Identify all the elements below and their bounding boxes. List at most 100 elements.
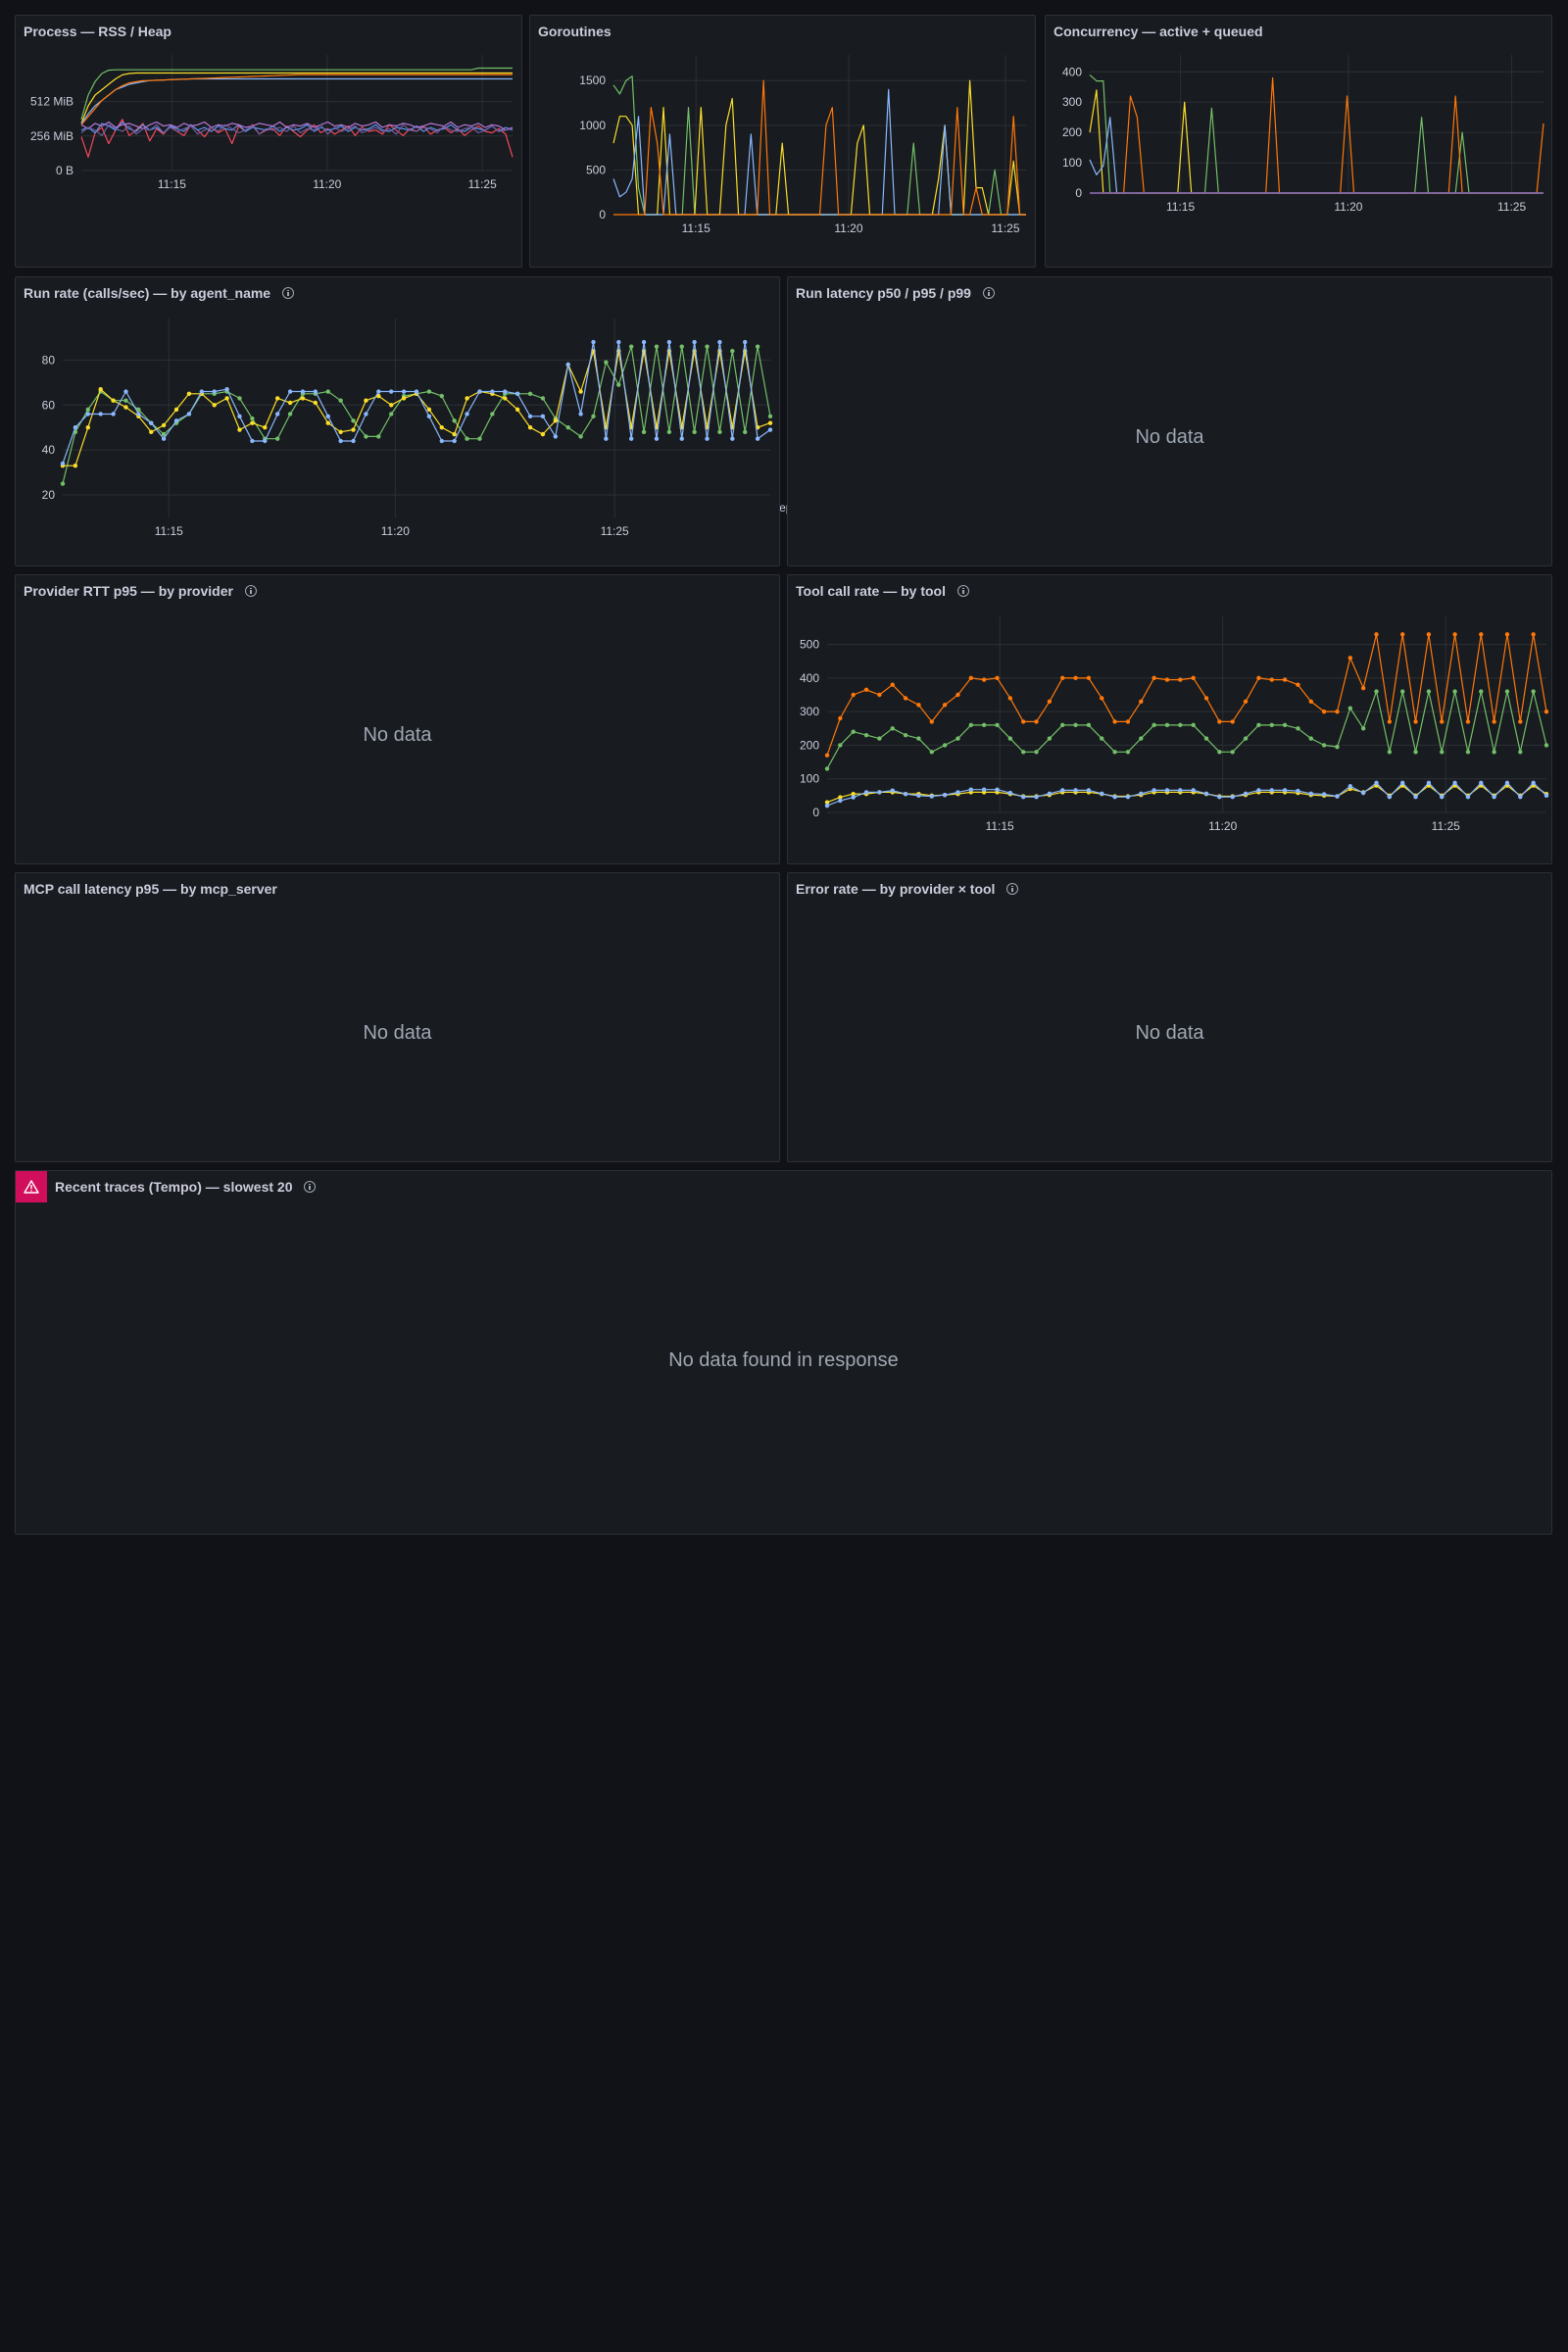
- data-point: [1139, 699, 1144, 705]
- x-tick-label: 11:25: [1497, 200, 1526, 214]
- info-icon[interactable]: [304, 1181, 317, 1193]
- panel-tool-call-rate[interactable]: Tool call rate — by tool 0 100 200 300 400 50…: [787, 574, 1552, 1114]
- data-point: [553, 418, 559, 423]
- data-point: [452, 418, 457, 423]
- data-point: [995, 787, 1000, 792]
- panel-run-latency[interactable]: Run latency p50 / p95 / p99 No data: [787, 276, 1552, 566]
- panel-mcp-latency[interactable]: MCP call latency p95 — by mcp_server No …: [15, 872, 780, 1162]
- data-point: [1387, 750, 1393, 755]
- data-point: [439, 425, 444, 430]
- data-point: [1544, 743, 1549, 748]
- data-point: [123, 405, 128, 410]
- data-point: [1152, 722, 1156, 728]
- data-point: [981, 677, 987, 682]
- data-point: [981, 787, 987, 792]
- panel-title-text: Error rate — by provider × tool: [796, 881, 996, 897]
- info-icon[interactable]: [244, 585, 257, 597]
- panel-title[interactable]: Process — RSS / Heap: [24, 24, 172, 39]
- no-data-message: No data: [1135, 426, 1204, 448]
- data-point: [274, 412, 280, 416]
- data-point: [1440, 750, 1445, 755]
- data-point: [1164, 788, 1170, 793]
- data-point: [1073, 788, 1078, 793]
- data-point: [1360, 726, 1366, 731]
- data-point: [824, 753, 830, 758]
- panel-provider-rtt[interactable]: Provider RTT p95 — by provider No data: [15, 574, 780, 864]
- data-point: [1191, 722, 1196, 728]
- series-line-0: [1089, 74, 1544, 194]
- data-point: [1230, 750, 1235, 755]
- y-tick-label: 400: [1062, 65, 1082, 78]
- panel-title[interactable]: Provider RTT p95 — by provider: [24, 583, 257, 599]
- data-point: [705, 436, 710, 441]
- data-point: [851, 795, 856, 800]
- x-tick-label: 11:20: [313, 177, 341, 191]
- panel-recent-traces[interactable]: Recent traces (Tempo) — slowest 20 No da…: [15, 1170, 1552, 1535]
- data-point: [364, 412, 368, 416]
- panel-title[interactable]: Recent traces (Tempo) — slowest 20: [55, 1179, 317, 1195]
- data-point: [376, 393, 381, 399]
- x-tick-label: 11:15: [155, 524, 183, 538]
- data-point: [578, 389, 583, 394]
- data-point: [161, 422, 167, 428]
- panel-title-text: MCP call latency p95 — by mcp_server: [24, 881, 277, 897]
- data-point: [956, 790, 960, 795]
- data-point: [1086, 675, 1092, 681]
- data-point: [890, 726, 895, 731]
- data-point: [237, 414, 242, 418]
- data-point: [877, 790, 882, 795]
- panel-title[interactable]: Error rate — by provider × tool: [796, 881, 1019, 897]
- panel-title[interactable]: Run rate (calls/sec) — by agent_name: [24, 285, 295, 301]
- data-point: [1060, 675, 1065, 681]
- data-point: [1100, 736, 1104, 741]
- data-point: [616, 339, 621, 345]
- data-point: [136, 407, 141, 413]
- data-point: [641, 429, 647, 435]
- data-point: [628, 344, 634, 349]
- data-point: [186, 412, 192, 416]
- data-point: [1164, 722, 1170, 728]
- data-point: [604, 360, 609, 365]
- panel-title[interactable]: MCP call latency p95 — by mcp_server: [24, 881, 277, 897]
- data-point: [465, 436, 469, 441]
- data-point: [199, 389, 205, 394]
- panel-run-rate[interactable]: Run rate (calls/sec) — by agent_name 20 4…: [15, 276, 780, 818]
- data-point: [666, 429, 672, 435]
- data-point: [995, 675, 1000, 681]
- data-point: [364, 398, 368, 403]
- x-tick-label: 11:25: [1432, 819, 1460, 833]
- panel-title[interactable]: Goroutines: [538, 24, 612, 39]
- data-point: [981, 722, 987, 728]
- panel-title[interactable]: Concurrency — active + queued: [1054, 24, 1263, 39]
- data-point: [1282, 722, 1288, 728]
- y-tick-label: 300: [800, 705, 819, 718]
- data-point: [1348, 784, 1353, 789]
- data-point: [1413, 750, 1418, 755]
- y-tick-label: 100: [1062, 156, 1082, 170]
- data-point: [1203, 736, 1209, 741]
- panel-goroutines[interactable]: Goroutines 05001000150011:1511:2011:25re…: [529, 15, 1036, 514]
- data-point: [325, 389, 330, 394]
- data-point: [1518, 719, 1523, 724]
- y-tick-label: 500: [800, 638, 819, 652]
- data-point: [527, 414, 533, 418]
- data-point: [1256, 788, 1261, 793]
- panel-error-rate[interactable]: Error rate — by provider × tool No data: [787, 872, 1552, 1162]
- info-icon[interactable]: [982, 287, 995, 299]
- warning-icon[interactable]: [16, 1171, 47, 1202]
- panel-process-rss-heap[interactable]: Process — RSS / Heap 0 B 256 MiB 512 MiB 11…: [15, 15, 522, 556]
- info-icon[interactable]: [956, 585, 969, 597]
- panel-title[interactable]: Run latency p50 / p95 / p99: [796, 285, 995, 301]
- data-point: [755, 436, 760, 441]
- panel-title[interactable]: Tool call rate — by tool: [796, 583, 969, 599]
- data-point: [1531, 780, 1536, 786]
- panel-concurrency[interactable]: Concurrency — active + queued 0 100 200 300…: [1045, 15, 1552, 535]
- info-icon[interactable]: [1006, 883, 1019, 895]
- data-point: [389, 412, 394, 416]
- data-point: [149, 429, 154, 435]
- info-icon[interactable]: [282, 287, 295, 299]
- data-point: [1203, 696, 1209, 701]
- series-line-3: [613, 79, 1026, 216]
- data-point: [553, 434, 559, 439]
- data-point: [1440, 719, 1445, 724]
